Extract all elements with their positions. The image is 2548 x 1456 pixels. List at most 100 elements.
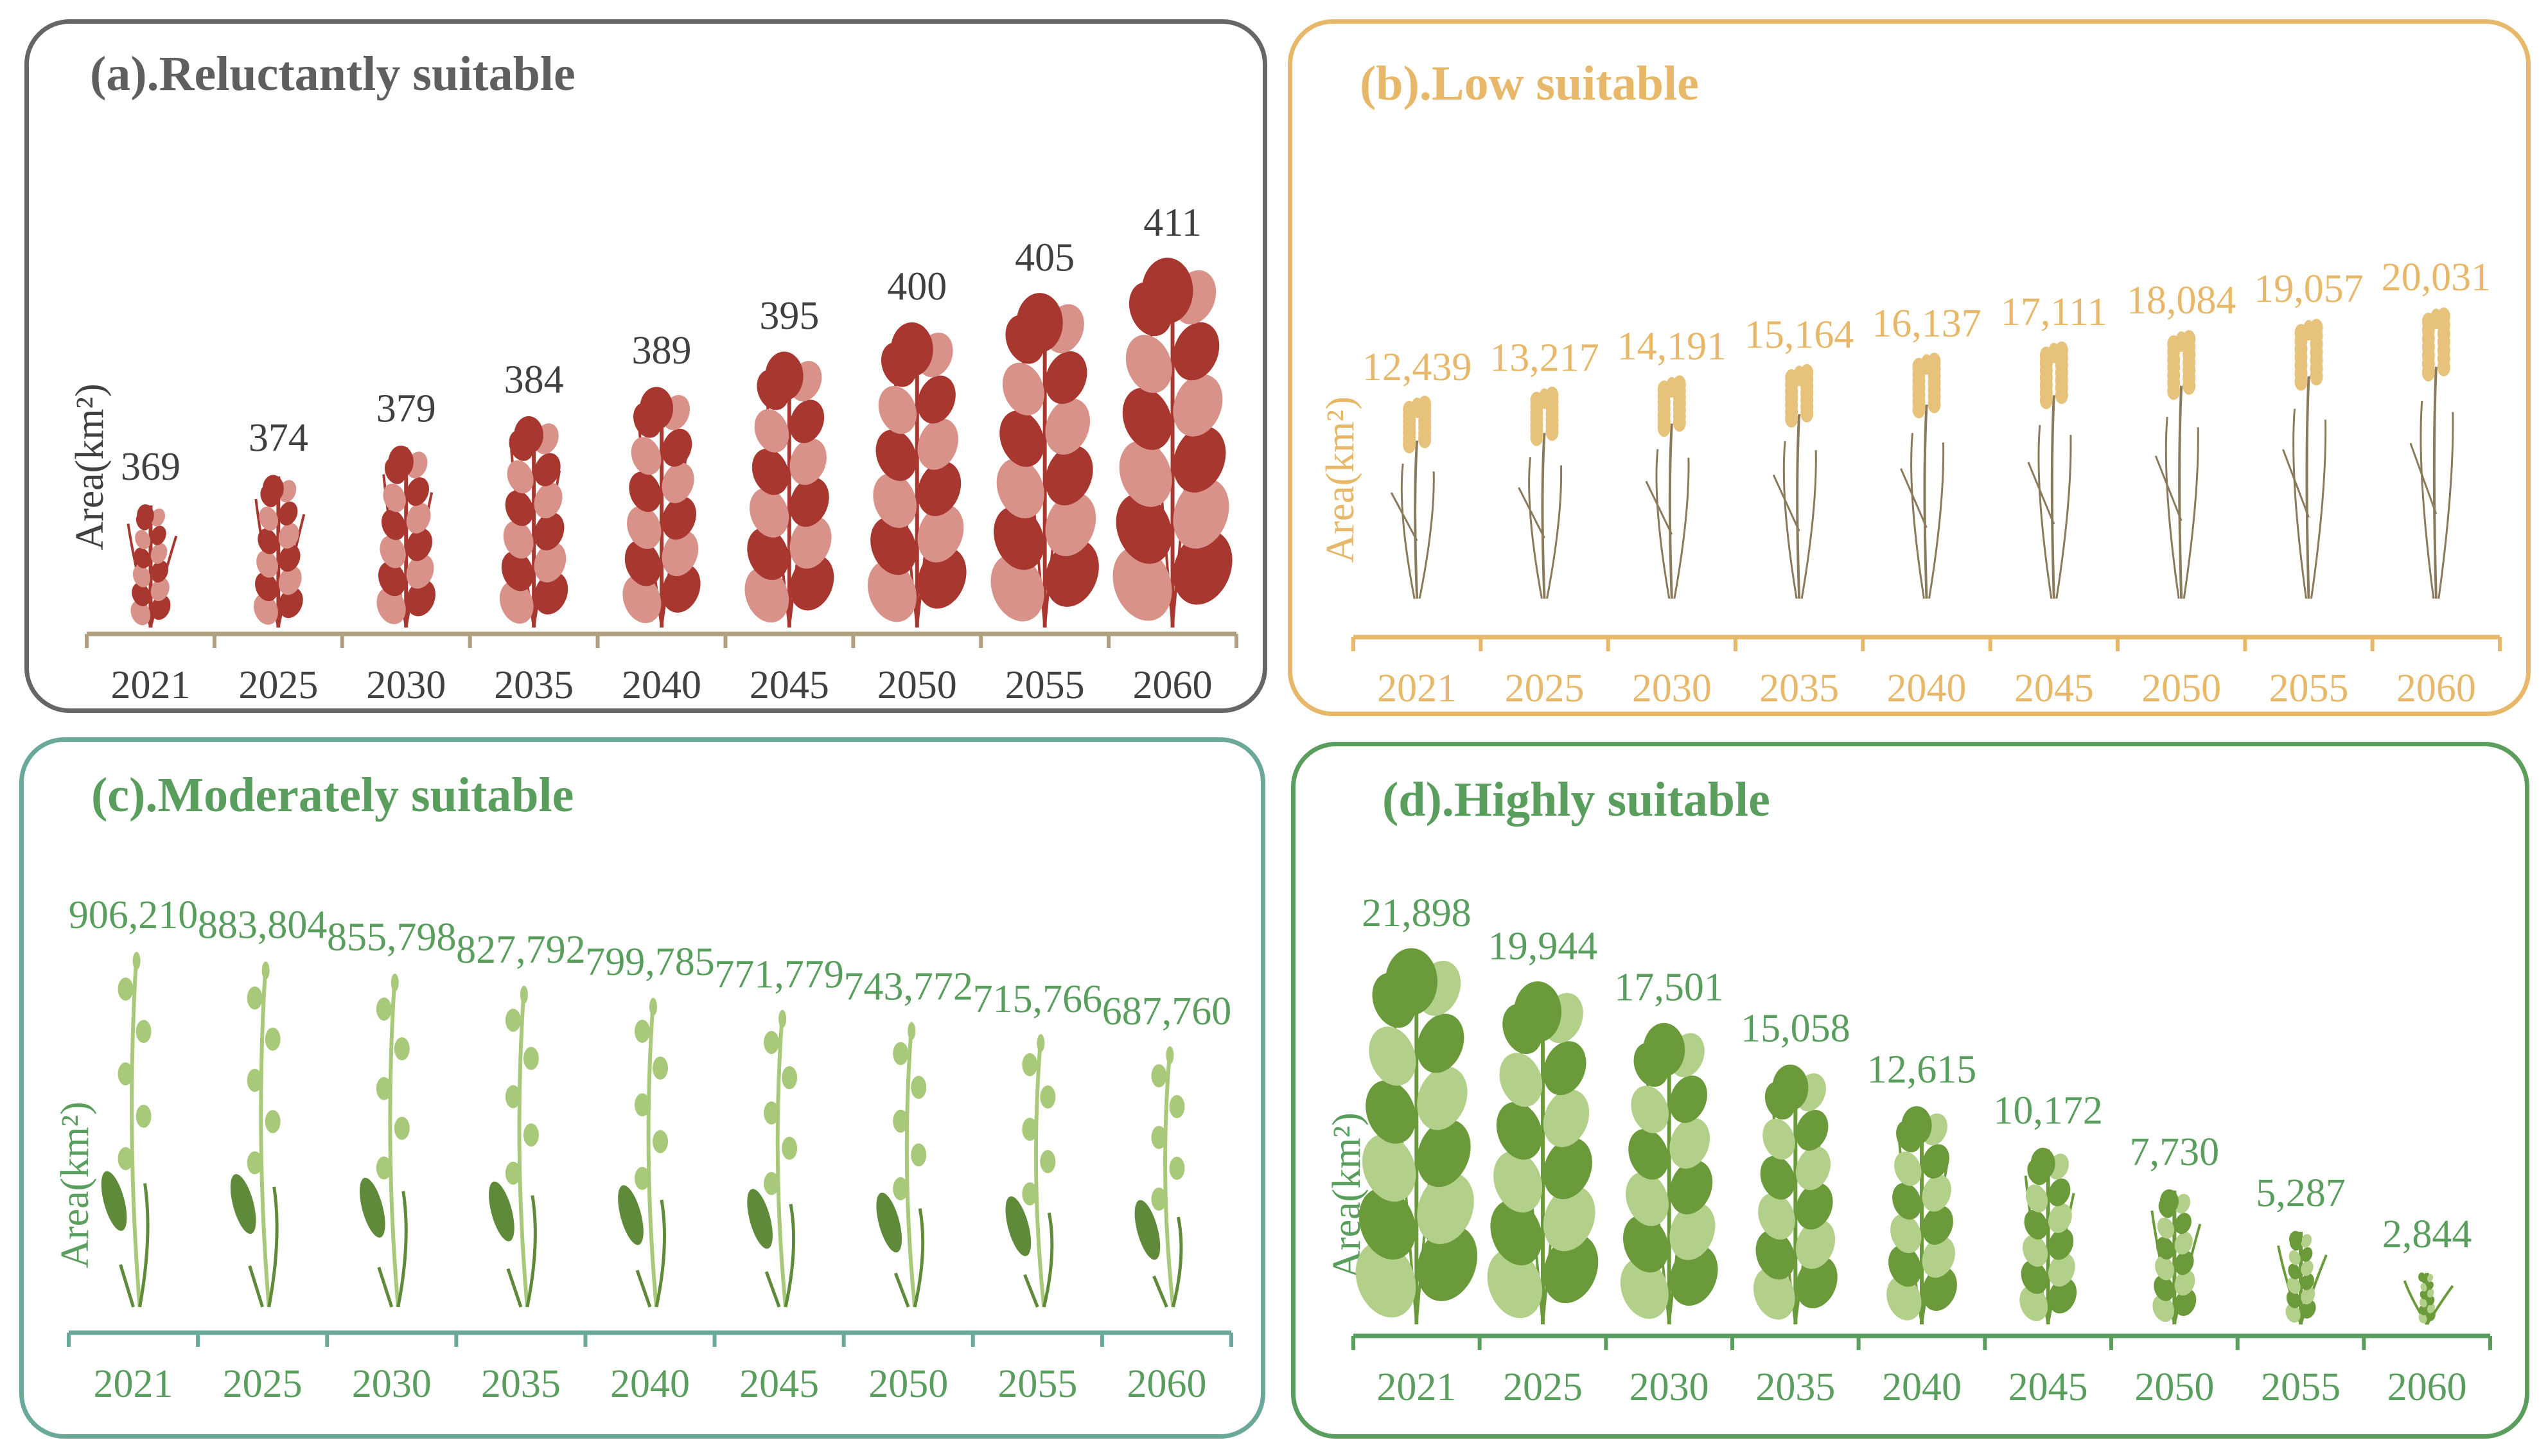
x-tick-label: 2025 [223,1362,303,1406]
x-tick-label: 2050 [2134,1365,2214,1409]
x-tick-label: 2025 [1503,1365,1583,1409]
x-tick-label: 2040 [610,1362,690,1406]
data-label: 400 [887,265,947,309]
x-tick-label: 2045 [750,663,829,707]
bar-plant-2040 [618,997,668,1308]
x-tick-label: 2035 [1755,1365,1835,1409]
x-tick-label: 2055 [1005,663,1085,707]
x-tick-label: 2021 [1377,667,1457,710]
x-tick-label: 2060 [2387,1365,2467,1409]
bar-plant-2045 [747,1010,798,1308]
bar-plant-2055 [2277,1231,2328,1325]
chart-plot: Area(km²) 2021 12,439 2025 13,217 2030 14,191 2… [1319,256,2502,710]
data-label: 687,760 [1102,990,1232,1033]
bar-plant-2021 [1390,396,1435,599]
x-tick-label: 2035 [481,1362,561,1406]
bar-plant-2040 [622,387,701,628]
x-tick-label: 2040 [622,663,701,707]
bar-plant-2060 [2403,1272,2454,1326]
bar-plant-2025 [1487,981,1599,1325]
data-label: 21,898 [1362,891,1472,935]
bar-plant-2030 [359,973,410,1308]
y-axis-label: Area(km²) [53,1101,97,1268]
data-label: 7,730 [2130,1130,2220,1174]
bar-plant-2050 [2154,329,2199,599]
bar-plant-2055 [2282,319,2327,599]
panel-low-suitable: (b).Low suitable Area(km²) 2021 12,439 2025 1… [1288,19,2531,716]
x-tick-label: 2055 [2261,1365,2341,1409]
bar-plant-2060 [1112,258,1233,628]
x-tick-label: 2040 [1887,667,1967,710]
data-label: 906,210 [69,893,198,937]
bar-plant-2035 [1772,364,1817,599]
bar-plant-2040 [1900,353,1945,599]
data-label: 384 [504,358,564,401]
bar-plant-2021 [1355,948,1477,1325]
panel-reluctantly-suitable: (a).Reluctantly suitable Area(km²) 2021 369… [24,19,1267,713]
y-axis-label: Area(km²) [1325,1112,1369,1279]
x-tick-label: 2060 [1133,663,1213,707]
x-tick-label: 2035 [494,663,574,707]
data-label: 855,798 [327,916,457,960]
panel-highly-suitable: (d).Highly suitable Area(km²) 2021 21,898 20… [1291,742,2529,1439]
x-tick-label: 2050 [877,663,957,707]
x-tick-label: 2021 [110,663,190,707]
data-label: 405 [1015,236,1075,279]
chart-plot: Area(km²) 2021 369 2025 374 2030 379 2035 384 204… [68,201,1238,707]
bar-plant-2045 [2027,341,2072,599]
x-tick-label: 2055 [2269,667,2349,710]
chart-title: (a).Reluctantly suitable [90,47,575,101]
x-tick-label: 2035 [1759,667,1839,710]
data-label: 14,191 [1617,325,1727,369]
data-label: 13,217 [1489,337,1599,380]
x-tick-label: 2060 [1127,1362,1206,1406]
data-label: 5,287 [2256,1171,2346,1215]
data-label: 12,615 [1867,1048,1977,1092]
y-axis-label: Area(km²) [1319,396,1362,563]
bar-plant-2045 [2019,1147,2077,1325]
x-tick-label: 2021 [94,1362,173,1406]
bar-plant-2055 [990,293,1099,628]
data-label: 883,804 [198,903,328,947]
chart-title: (d).Highly suitable [1382,773,1770,827]
chart-title: (c).Moderately suitable [91,768,574,822]
data-label: 771,779 [714,952,844,996]
bar-plant-2060 [2409,307,2454,599]
bar-plant-2040 [1886,1106,1957,1325]
bar-plant-2035 [499,416,568,628]
data-label: 16,137 [1872,302,1981,346]
data-label: 374 [249,416,308,460]
x-tick-label: 2045 [2014,667,2094,710]
bar-plant-2025 [230,961,281,1308]
x-tick-label: 2025 [238,663,318,707]
bar-plant-2050 [867,322,967,628]
x-tick-label: 2045 [2008,1365,2088,1409]
bar-plant-2021 [101,952,152,1308]
x-tick-label: 2040 [1882,1365,1962,1409]
data-label: 12,439 [1362,346,1472,389]
data-label: 369 [121,445,180,489]
data-label: 827,792 [456,928,586,972]
x-tick-label: 2050 [2141,667,2221,710]
bar-plant-2025 [253,475,306,628]
bar-plant-2045 [744,351,834,628]
bar-plant-2050 [2150,1189,2202,1325]
data-label: 19,057 [2254,267,2364,311]
data-label: 17,501 [1614,965,1724,1009]
data-label: 2,844 [2382,1213,2472,1256]
data-label: 15,058 [1741,1006,1850,1050]
chart-plot: Area(km²) 2021 21,898 2025 19,944 2030 17,501 2… [1325,891,2492,1409]
data-label: 10,172 [1993,1089,2103,1133]
data-label: 799,785 [585,940,715,984]
x-tick-label: 2055 [997,1362,1077,1406]
x-tick-label: 2045 [739,1362,819,1406]
bar-plant-2025 [1518,386,1563,599]
data-label: 411 [1143,201,1202,245]
chart-plot: Area(km²) 2021 906,210 2025 883,804 2030 855,7… [53,893,1233,1406]
data-label: 20,031 [2382,256,2491,299]
bar-plant-2055 [1005,1034,1056,1308]
data-label: 743,772 [843,965,973,1009]
x-tick-label: 2030 [1632,667,1712,710]
bar-plant-2030 [376,445,435,628]
bar-plant-2060 [1134,1046,1185,1308]
